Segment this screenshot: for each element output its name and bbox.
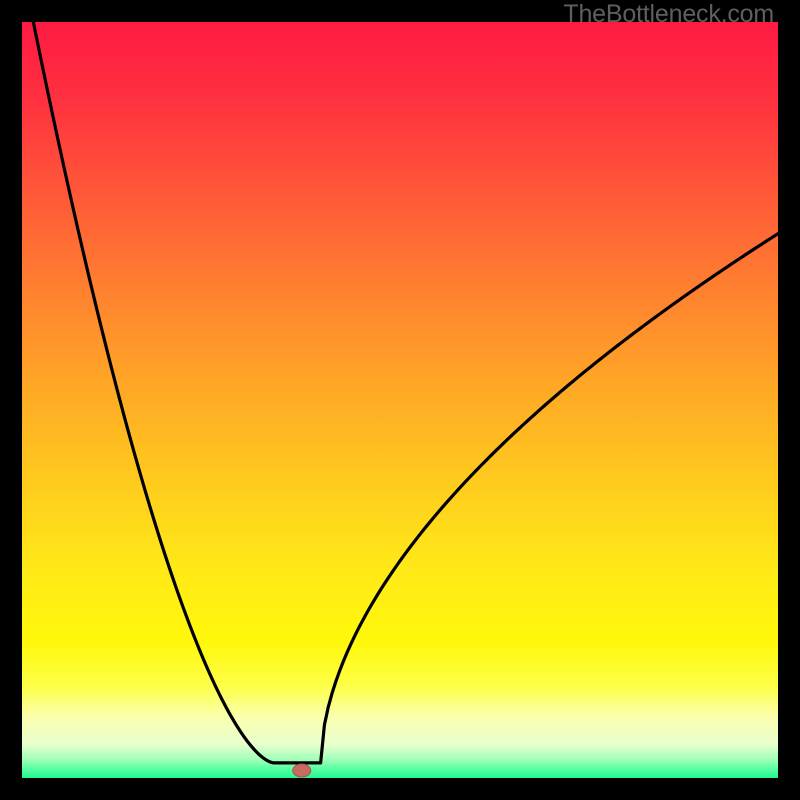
bottleneck-v-curve xyxy=(33,22,778,763)
chart-container: TheBottleneck.com xyxy=(0,0,800,800)
watermark-text: TheBottleneck.com xyxy=(563,0,774,29)
optimum-marker xyxy=(293,764,311,777)
curve-overlay-svg xyxy=(0,0,800,800)
